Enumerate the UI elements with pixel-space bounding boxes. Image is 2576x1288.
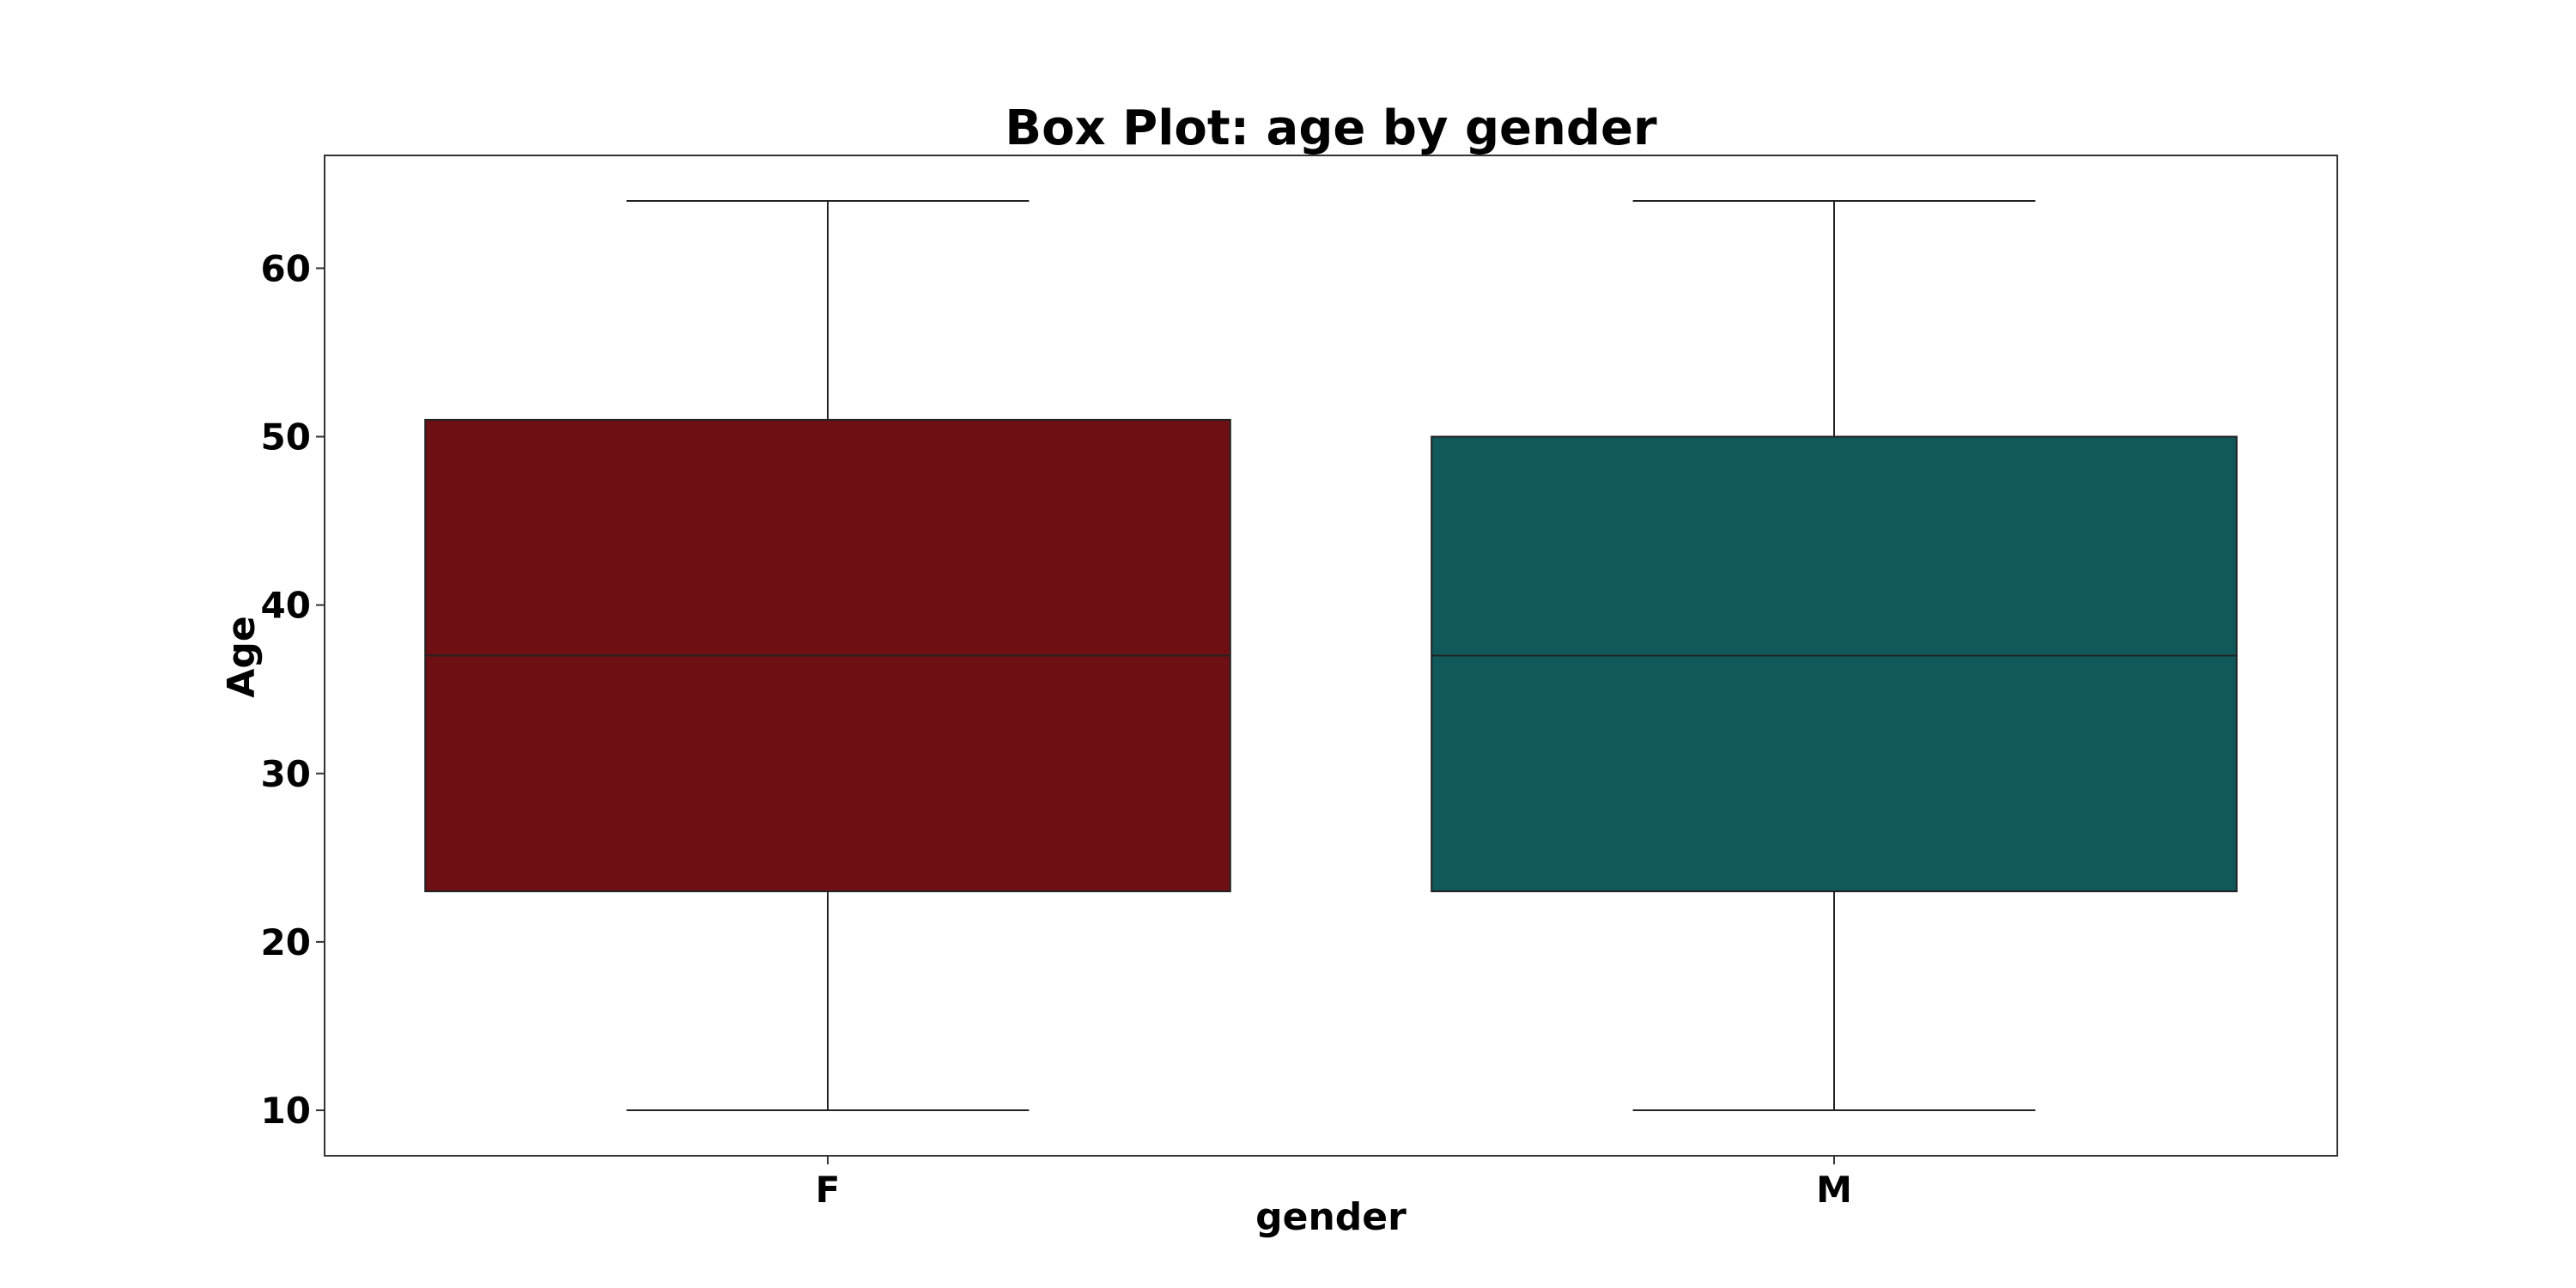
- x-tick-label-f: F: [816, 1169, 841, 1211]
- y-tick-label-20: 20: [261, 921, 311, 963]
- x-tick-label-m: M: [1816, 1169, 1852, 1211]
- chart-title: Box Plot: age by gender: [1005, 100, 1657, 156]
- box-f: [424, 199, 1231, 1112]
- y-tick-label-50: 50: [261, 416, 311, 459]
- y-tick-label-10: 10: [261, 1090, 311, 1132]
- y-tick-label-60: 60: [261, 247, 311, 289]
- y-axis-label: Age: [220, 616, 264, 697]
- x-axis-label: gender: [1255, 1195, 1406, 1239]
- plot-frame: [324, 155, 2338, 1157]
- y-tick-label-30: 30: [261, 753, 311, 795]
- iqr-box-m: [1431, 435, 2238, 893]
- box-m: [1431, 199, 2238, 1112]
- plot-content: [424, 199, 2238, 1112]
- y-tick-label-40: 40: [261, 585, 311, 627]
- y-axis: 10 20 30 40 50 60: [261, 247, 325, 1132]
